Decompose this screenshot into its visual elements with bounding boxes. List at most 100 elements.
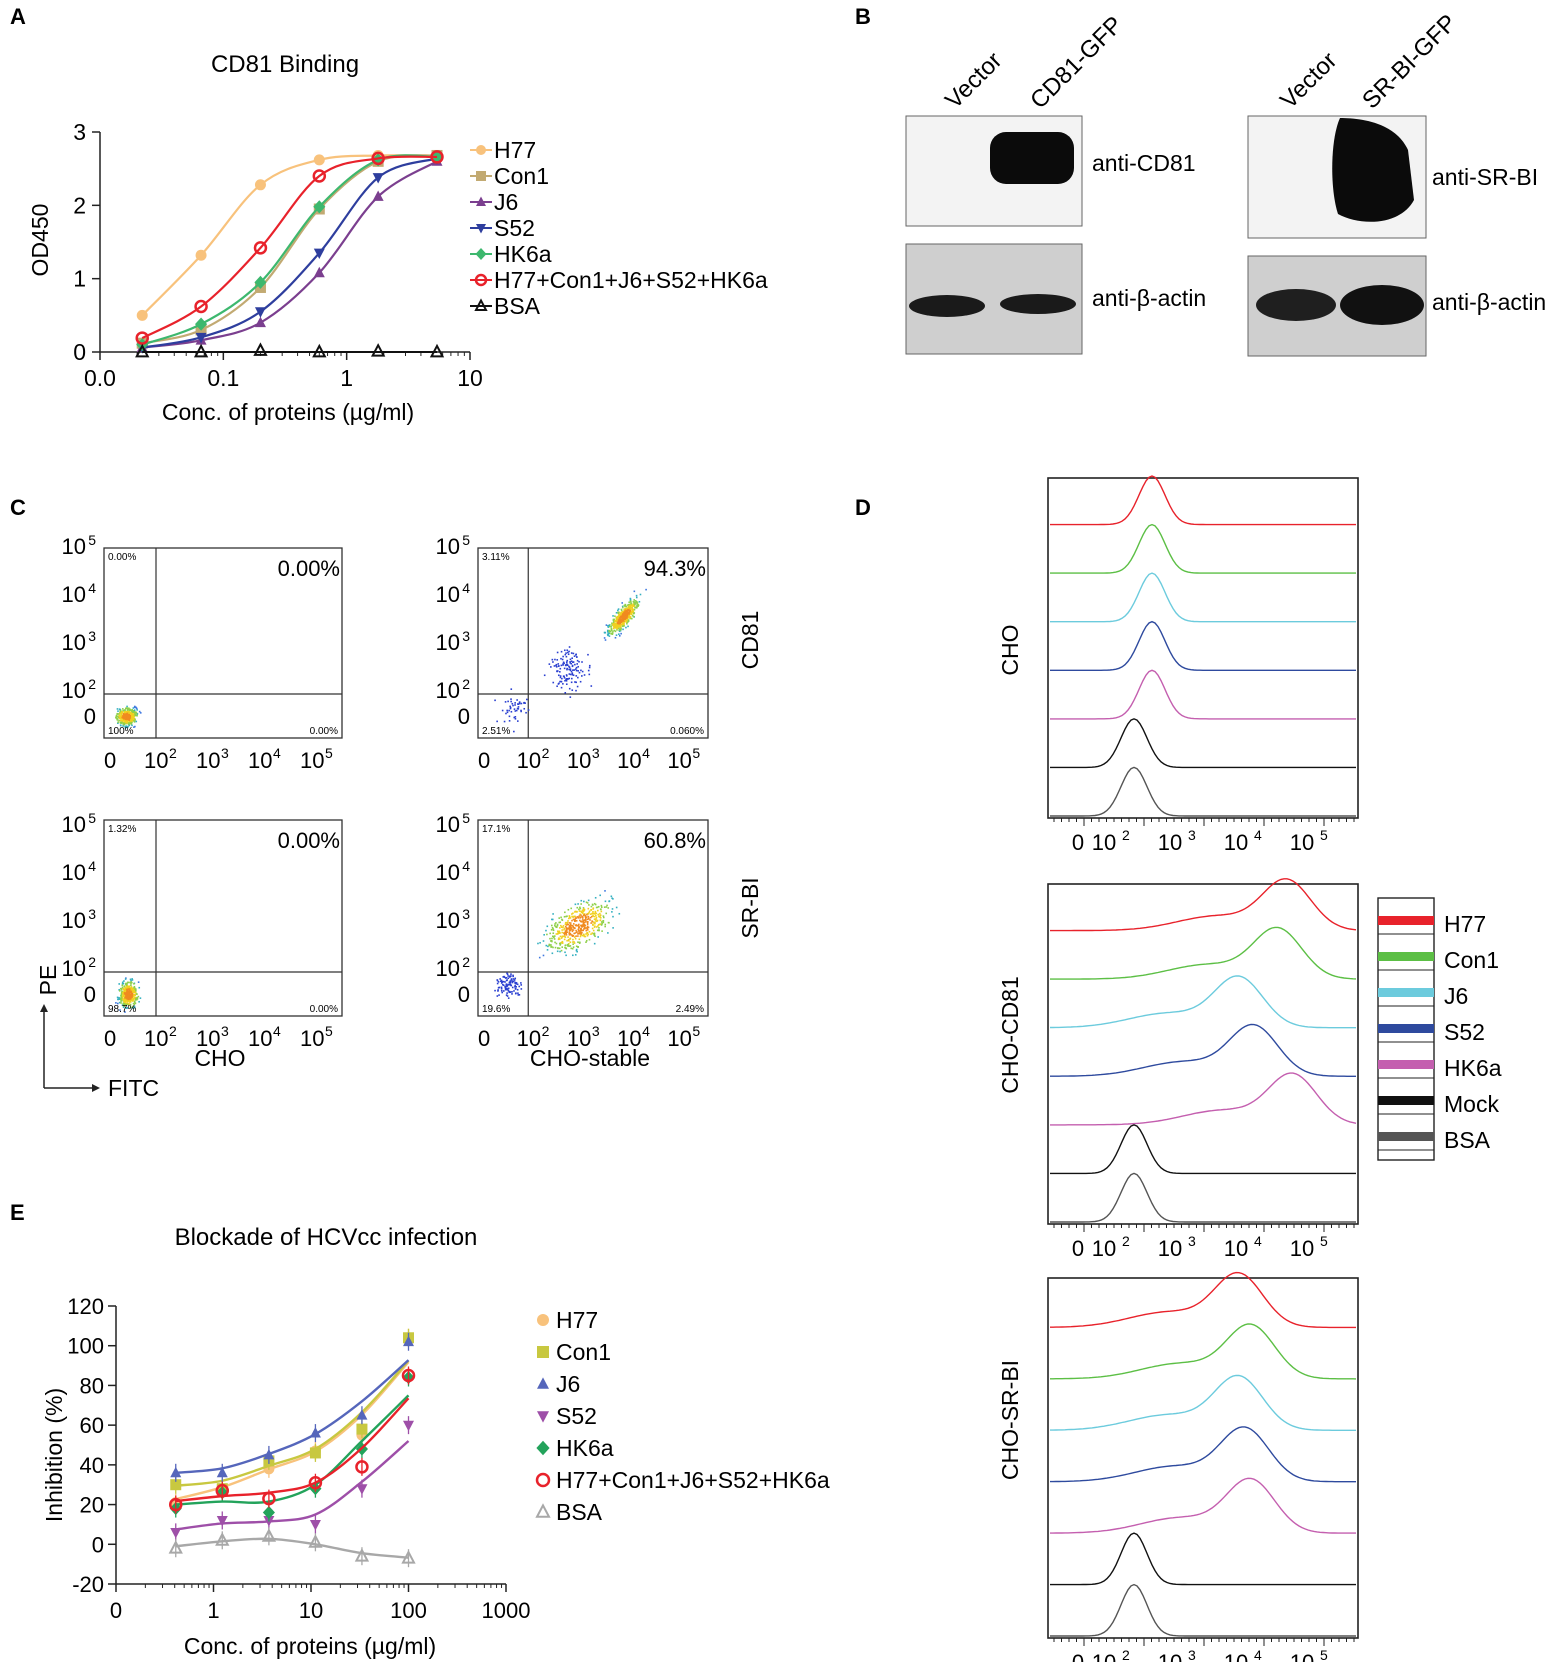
flow-plot-dot	[123, 980, 125, 982]
flow-plot-dot	[128, 722, 131, 724]
panel-a-data-point	[136, 309, 148, 321]
flow-plot-dot	[596, 929, 599, 932]
flow-plot-dot	[127, 996, 130, 999]
flow-plot-dot	[587, 918, 590, 920]
flow-plot-dot	[124, 1003, 127, 1006]
flow-plot-dot	[617, 621, 620, 623]
flow-plot-dot	[565, 674, 568, 677]
flow-plot-dot	[623, 609, 625, 612]
flow-plot-dot	[621, 625, 624, 628]
flow-plot-dot	[119, 724, 122, 727]
flow-plot-dot	[546, 933, 548, 936]
panel-e-y-tick-label: 20	[80, 1493, 104, 1518]
panel-d-legend-swatch	[1378, 952, 1434, 961]
flow-plot-dot	[625, 620, 627, 622]
flow-plot-dot	[569, 696, 572, 698]
flow-plot-dot	[555, 663, 558, 666]
panel-d-letter: D	[855, 495, 871, 520]
histogram-x-tick-exponent: 2	[1122, 827, 1130, 843]
flow-plot-dot	[132, 713, 135, 715]
histogram-x-tick-exponent: 4	[1254, 827, 1262, 843]
flow-plot-dot	[524, 702, 526, 704]
flow-plot-dot	[118, 715, 121, 718]
flow-plot-dot	[563, 677, 566, 679]
flow-plot-dot	[630, 611, 633, 614]
flow-plot-dot	[122, 991, 125, 994]
flow-plot-dot	[560, 657, 562, 660]
flow-plot-dot	[550, 666, 552, 668]
flow-plot-dot	[571, 934, 573, 937]
flow-plot-y-tick-label: 10	[436, 860, 460, 885]
flow-plot-dot	[625, 617, 627, 619]
flow-plot-dot	[627, 609, 629, 612]
flow-plot-y-tick-label: 10	[62, 956, 86, 981]
flow-plot-percent-main: 60.8%	[644, 828, 706, 853]
panel-d-legend-swatch	[1378, 1060, 1434, 1069]
flow-plot-dot	[120, 994, 122, 997]
flow-plot-dot	[617, 609, 619, 612]
histogram-curve-h77	[1050, 1271, 1356, 1329]
flow-plot-dot	[566, 667, 568, 670]
flow-plot-x-tick-exponent: 3	[221, 745, 229, 761]
flow-plot-dot	[115, 716, 117, 719]
flow-plot-dot	[613, 625, 616, 627]
flow-plot-dot	[137, 981, 140, 983]
flow-plot-dot	[573, 927, 576, 930]
flow-plot-dot	[623, 608, 626, 611]
panel-a-data-point	[371, 151, 385, 166]
flow-plot-y-tick-label: 10	[62, 812, 86, 837]
flow-plot-dot	[123, 722, 125, 725]
flow-plot-dot	[560, 924, 562, 927]
histogram-curve-hk6a	[1050, 669, 1356, 720]
flow-plot-dot	[594, 935, 596, 938]
flow-plot-dot	[622, 612, 625, 615]
blot2-lane-vector: Vector	[1275, 47, 1342, 114]
flow-plot-dot	[497, 990, 499, 992]
flow-plot-dot	[607, 907, 610, 909]
flow-plot-dot	[624, 610, 627, 612]
panel-b-letter: B	[855, 4, 871, 29]
flow-plot-dot	[126, 709, 129, 711]
flow-plot-dot	[514, 992, 517, 995]
panel-e-y-tick-label: 100	[67, 1334, 104, 1359]
flow-plot-y-tick-exponent: 2	[462, 676, 470, 692]
flow-plot-dot	[520, 988, 523, 990]
flow-plot-dot	[582, 933, 585, 936]
flow-plot-dot	[496, 720, 498, 723]
flow-plot-dot	[133, 1006, 136, 1009]
flow-plot-dot	[568, 665, 570, 668]
flow-plot-dot	[618, 614, 620, 616]
panel-e-data-point	[308, 1475, 323, 1490]
flow-plot-x-tick-label: 0	[104, 748, 116, 773]
panel-a-x-tick-label: 10	[457, 365, 483, 391]
flow-plot-dot	[557, 663, 560, 665]
flow-plot-dot	[607, 921, 610, 924]
flow-plot-x-tick-label: 10	[248, 748, 272, 773]
flow-plot-dot	[566, 929, 568, 931]
flow-plot-dot	[132, 990, 134, 993]
flow-plot-x-tick-exponent: 4	[642, 745, 650, 761]
panel-e-data-point	[263, 1448, 275, 1460]
flow-plot-dot	[575, 666, 578, 669]
flow-plot-dot	[553, 936, 555, 939]
flow-plot-dot	[584, 921, 586, 924]
panel-c-col-label-cho: CHO	[194, 1045, 245, 1071]
panel-c-fitc-arrowhead	[92, 1084, 100, 1092]
flow-plot-dot	[131, 716, 133, 718]
flow-plot-dot	[621, 623, 624, 626]
flow-plot-dot	[566, 659, 569, 662]
histogram-x-tick-exponent: 3	[1188, 1647, 1196, 1662]
flow-plot-dot	[134, 725, 136, 728]
panel-e-legend-label: BSA	[556, 1499, 603, 1525]
flow-plot-dot	[124, 717, 127, 720]
flow-plot-dot	[129, 997, 132, 1000]
flow-plot-dot	[638, 600, 641, 603]
flow-plot-dot	[546, 949, 549, 951]
histogram-x-tick-exponent: 5	[1320, 1233, 1328, 1249]
flow-plot-dot	[126, 983, 129, 985]
flow-plot-dot	[501, 983, 504, 986]
flow-plot-dot	[133, 1000, 136, 1003]
flow-plot-y-tick-exponent: 3	[462, 628, 470, 644]
flow-plot-dot	[131, 708, 134, 711]
flow-plot-x-tick-label: 10	[196, 1026, 220, 1051]
